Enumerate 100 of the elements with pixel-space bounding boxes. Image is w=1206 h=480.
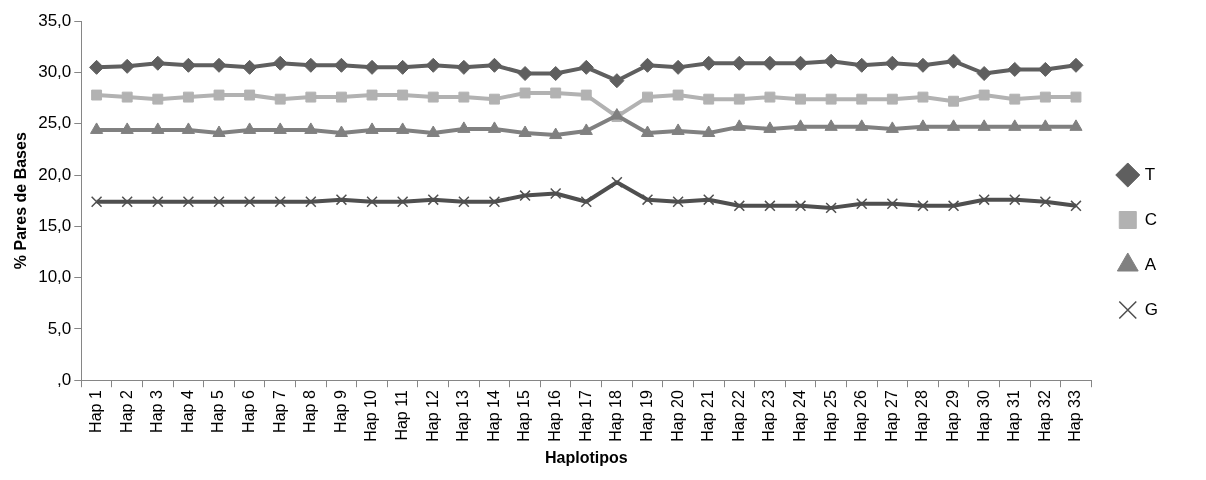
point <box>1009 93 1021 105</box>
point <box>427 91 439 103</box>
point <box>211 57 227 73</box>
x-tick-label: Hap 20 <box>668 390 686 442</box>
point <box>180 57 196 73</box>
point <box>334 125 348 138</box>
x-tick-label: Hap 14 <box>484 390 502 442</box>
point <box>396 196 409 208</box>
point <box>152 93 164 105</box>
y-tick-label: 35,0 <box>38 10 72 30</box>
x-tick-label: Hap 9 <box>331 390 349 433</box>
point <box>366 196 378 208</box>
point <box>152 196 164 208</box>
y-tick-label: 10,0 <box>38 267 72 287</box>
point <box>364 59 380 75</box>
point <box>915 57 931 73</box>
y-axis-title: % Pares de Bases <box>12 132 30 270</box>
point <box>274 196 286 208</box>
point <box>489 93 500 105</box>
point <box>856 93 868 105</box>
point <box>579 123 593 135</box>
point <box>1038 119 1052 131</box>
point <box>670 59 686 75</box>
x-tick-label: Hap 2 <box>117 390 135 433</box>
point <box>397 89 409 101</box>
point <box>487 121 502 133</box>
point <box>855 119 869 131</box>
y-tick-label: 30,0 <box>38 62 72 82</box>
x-tick-label: Hap 7 <box>270 390 288 433</box>
x-tick-label: Hap 33 <box>1066 390 1084 442</box>
point <box>91 89 103 101</box>
point <box>580 196 592 208</box>
x-tick-label: Hap 31 <box>1005 390 1023 442</box>
point <box>333 57 349 73</box>
point <box>672 196 684 208</box>
point <box>120 122 134 134</box>
point <box>90 196 103 208</box>
legend-label: C <box>1144 209 1158 229</box>
point <box>1070 200 1082 212</box>
point <box>702 125 716 138</box>
x-axis-title: Haplotipos <box>544 448 628 466</box>
x-tick-label: Hap 25 <box>821 390 839 442</box>
x-tick-label: Hap 26 <box>852 390 870 442</box>
point <box>425 57 441 73</box>
x-tick-label: Hap 27 <box>882 390 900 442</box>
point <box>1068 57 1084 73</box>
point <box>642 91 653 103</box>
point <box>273 122 287 134</box>
x-tick-label: Hap 32 <box>1035 390 1053 442</box>
point <box>90 122 104 134</box>
point <box>733 93 745 105</box>
point <box>885 121 899 133</box>
point <box>242 59 258 75</box>
x-tick-label: Hap 21 <box>699 390 717 442</box>
point <box>1007 61 1023 77</box>
point <box>243 196 256 208</box>
point <box>182 196 195 208</box>
point <box>458 91 470 103</box>
point <box>946 53 962 69</box>
point <box>426 125 440 138</box>
x-tick-label: Hap 1 <box>87 390 104 433</box>
point <box>854 57 870 73</box>
point <box>978 89 990 101</box>
legend-label: G <box>1144 299 1159 319</box>
point <box>917 91 929 103</box>
point <box>733 200 746 212</box>
point <box>518 125 532 138</box>
point <box>884 55 900 71</box>
point <box>672 89 684 101</box>
x-tick-label: Hap 19 <box>637 390 655 442</box>
point <box>121 196 133 208</box>
point <box>823 53 839 69</box>
point <box>395 59 411 75</box>
point <box>548 66 564 82</box>
point <box>1069 119 1083 131</box>
point <box>886 93 898 105</box>
point <box>396 122 410 134</box>
point <box>763 121 777 133</box>
point <box>703 93 715 105</box>
x-tick-label: Hap 30 <box>974 390 992 442</box>
point <box>1008 119 1022 131</box>
point <box>946 119 961 131</box>
y-tick-label: 15,0 <box>38 216 72 236</box>
x-tick-label: Hap 5 <box>209 390 227 433</box>
point <box>825 202 837 214</box>
legend-label: T <box>1144 164 1156 184</box>
point <box>793 119 808 131</box>
point <box>976 66 992 82</box>
point <box>671 123 685 135</box>
point <box>212 125 226 138</box>
y-tick-label: 20,0 <box>38 164 72 184</box>
point <box>732 119 746 131</box>
point <box>151 122 165 134</box>
x-tick-label: Hap 29 <box>943 390 961 442</box>
point <box>1009 193 1021 206</box>
point <box>793 55 809 71</box>
point <box>335 91 347 103</box>
point <box>916 119 930 131</box>
x-tick-label: Hap 16 <box>546 390 564 442</box>
point <box>272 55 288 71</box>
